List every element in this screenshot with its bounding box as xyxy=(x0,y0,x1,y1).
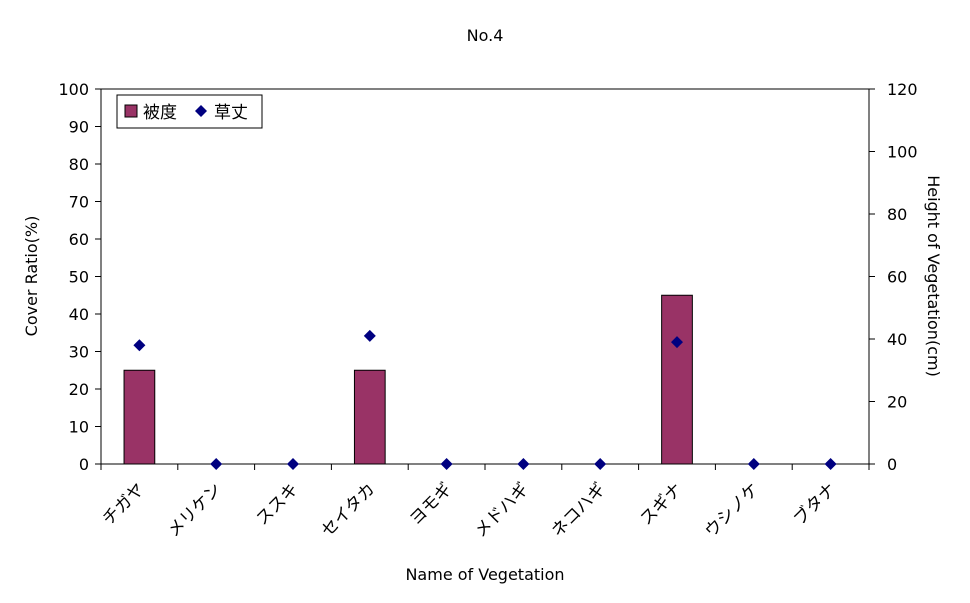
category-label: チガヤ xyxy=(99,479,149,529)
y2-tick-label: 120 xyxy=(887,80,918,99)
category-label: セイタカ xyxy=(318,479,380,541)
diamond-marker xyxy=(594,458,607,470)
category-label: ネコハギ xyxy=(548,479,610,541)
y2-tick-label: 40 xyxy=(887,330,907,349)
bar-series xyxy=(123,294,693,465)
diamond-marker xyxy=(133,339,146,352)
y-tick-label: 30 xyxy=(69,343,89,362)
y-tick-label: 80 xyxy=(69,155,89,174)
y2-axis-title: Height of Vegetation(cm) xyxy=(924,175,943,377)
category-label: ブタナ xyxy=(789,479,840,530)
legend-swatch-bar xyxy=(124,104,138,118)
y2-tick-label: 0 xyxy=(887,455,897,474)
y-tick-label: 50 xyxy=(69,268,89,287)
category-label: ヨモギ xyxy=(406,479,456,529)
y-tick-label: 100 xyxy=(58,80,89,99)
diamond-marker xyxy=(671,336,683,349)
diamond-marker xyxy=(210,458,223,470)
y2-tick-label: 60 xyxy=(887,268,907,287)
y-tick-label: 70 xyxy=(69,193,89,212)
diamond-marker xyxy=(287,458,299,470)
plot-area xyxy=(100,88,870,470)
bar xyxy=(123,369,156,465)
diamond-marker xyxy=(363,329,376,342)
legend-label-marker: 草丈 xyxy=(214,103,248,123)
y2-tick-label: 20 xyxy=(887,393,907,412)
y2-tick-label: 100 xyxy=(887,143,918,162)
diamond-marker xyxy=(440,458,453,470)
category-labels: チガヤ メリケン ススキ セイタカ ヨモギ メドハギ ネコハギ スギナ ウシノケ ブタナ xyxy=(99,479,840,542)
y-tick-label: 90 xyxy=(69,118,89,137)
marker-series xyxy=(133,329,837,470)
category-label: メリケン xyxy=(164,479,226,541)
y2-tick-label: 80 xyxy=(887,205,907,224)
y-tick-label: 60 xyxy=(69,230,89,249)
legend-box xyxy=(116,94,263,129)
left-axis-ticks: 0 10 20 30 40 50 60 70 80 90 100 xyxy=(58,80,101,474)
category-label: スギナ xyxy=(636,479,686,529)
bar xyxy=(661,294,693,465)
legend-label-bar: 被度 xyxy=(143,103,177,123)
category-label: ウシノケ xyxy=(701,479,763,541)
y-tick-label: 20 xyxy=(69,380,89,399)
legend-diamond-icon xyxy=(195,105,207,117)
x-axis-title: Name of Vegetation xyxy=(405,565,564,584)
plot-frame xyxy=(100,88,870,465)
legend: 被度 草丈 xyxy=(116,94,263,129)
bar xyxy=(353,369,386,465)
y-tick-label: 0 xyxy=(79,455,89,474)
y-axis-title: Cover Ratio(%) xyxy=(22,216,41,337)
diamond-marker xyxy=(747,458,760,470)
right-axis-ticks: 0 20 40 60 80 100 120 xyxy=(869,80,918,474)
chart-title: No.4 xyxy=(467,26,504,45)
category-label: ススキ xyxy=(252,479,302,529)
category-label: メドハギ xyxy=(471,479,533,541)
diamond-marker xyxy=(517,458,530,470)
y-tick-label: 10 xyxy=(69,418,89,437)
diamond-marker xyxy=(824,458,837,470)
y-tick-label: 40 xyxy=(69,305,89,324)
